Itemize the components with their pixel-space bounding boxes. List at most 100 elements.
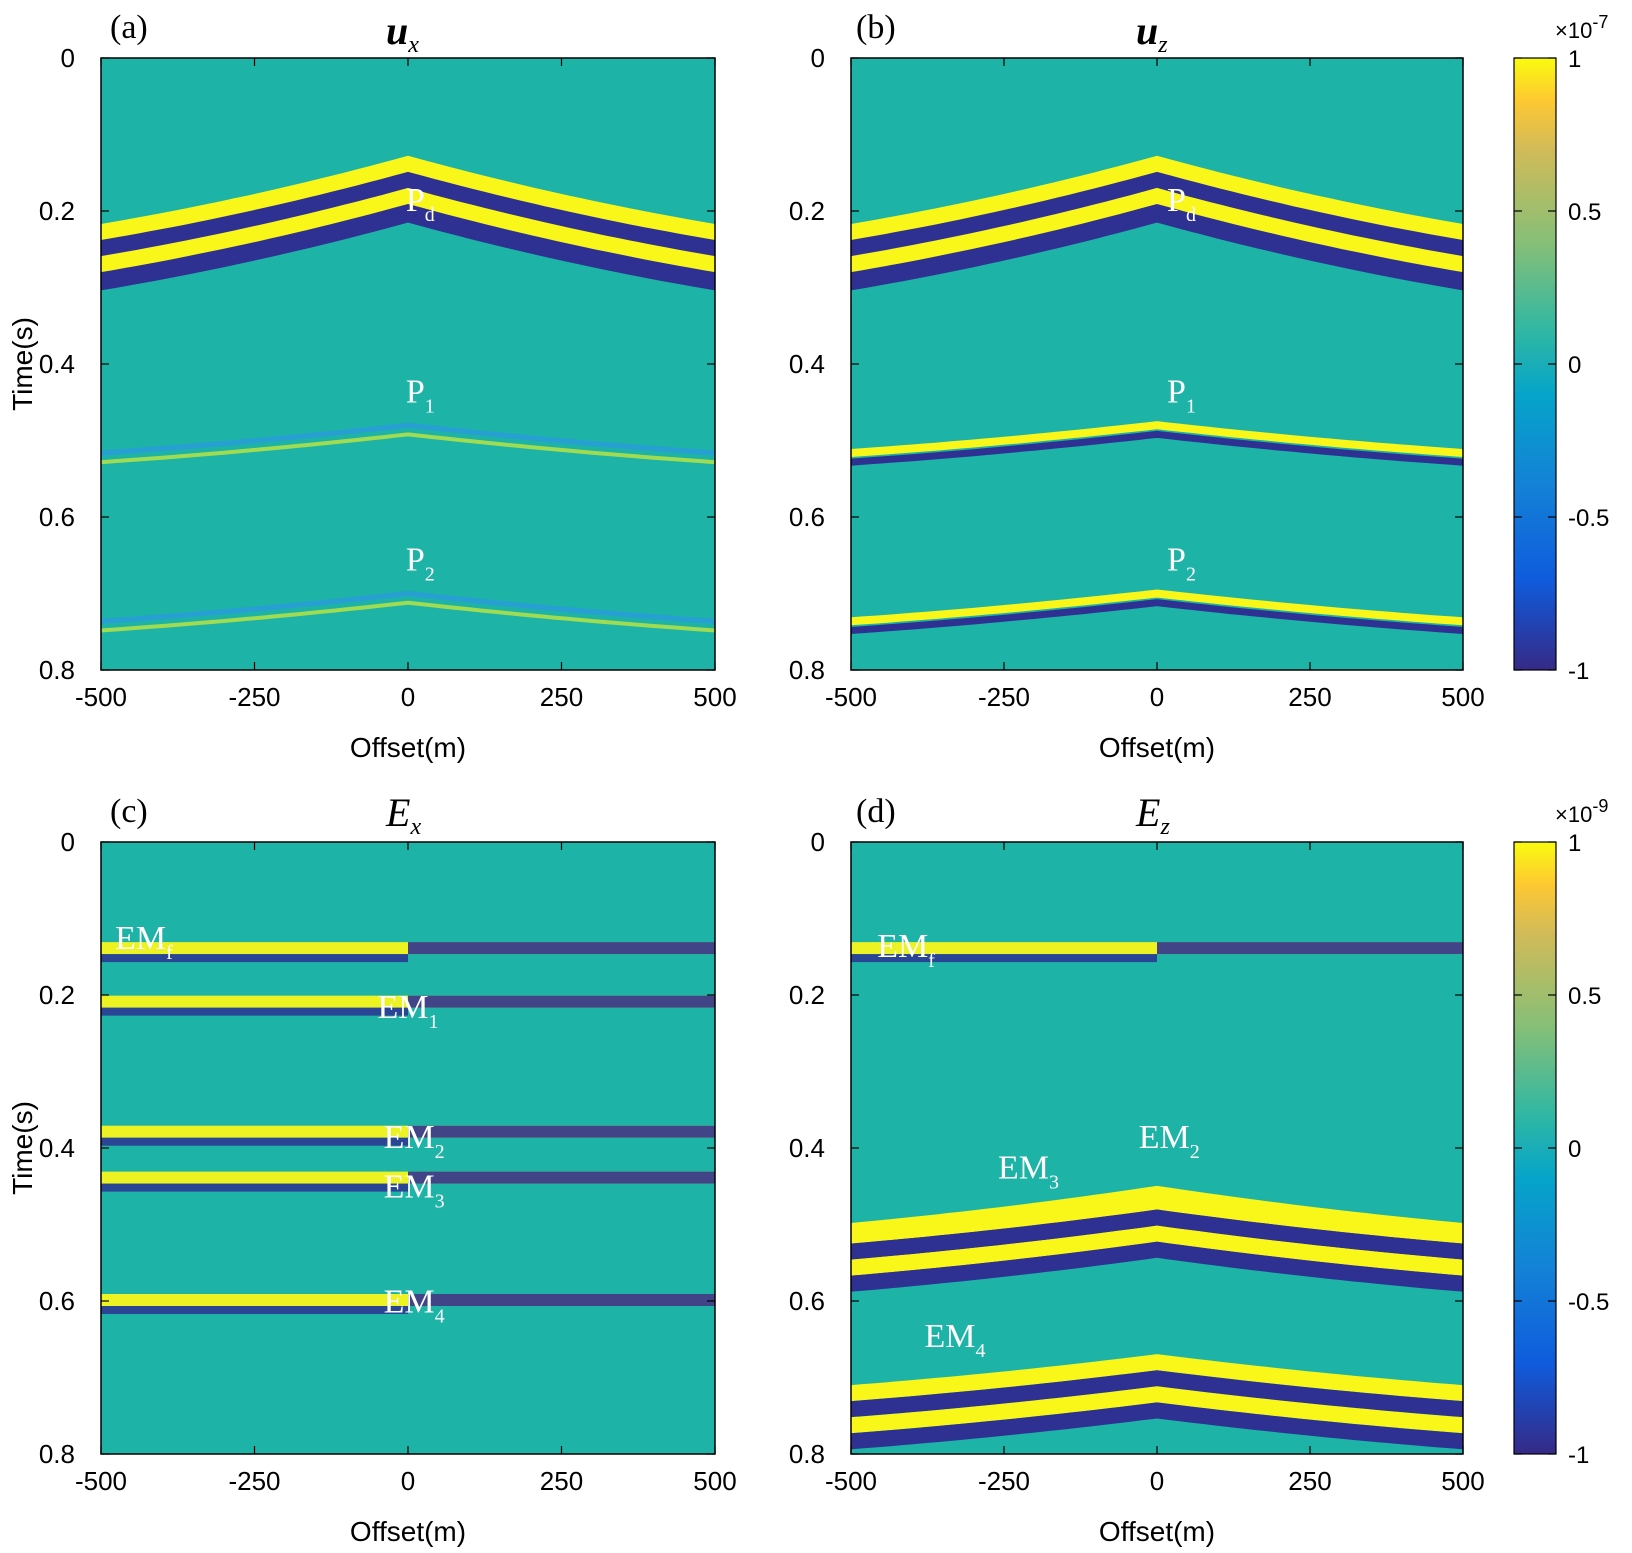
y-tick-label: 0.6 [39, 502, 75, 532]
event-wavefront-3 [851, 203, 1463, 291]
y-tick-label: 0.6 [789, 1286, 825, 1316]
x-tick-label: 250 [540, 682, 583, 712]
y-tick-label: 0.2 [789, 196, 825, 226]
x-tick-label: -500 [75, 682, 127, 712]
event-band-negative [408, 1294, 715, 1306]
panel-b-title: uz [1136, 8, 1168, 58]
event-wavefront-1 [851, 171, 1463, 259]
event-band-negative [408, 1125, 715, 1138]
colorbar-bottom: ×10-9 1 0.5 0 -0.5 -1 [1513, 796, 1609, 1469]
panel-b-plot [851, 58, 1463, 670]
y-tick-label: 0.8 [789, 655, 825, 685]
panel-a: (a) ux Pd P1 P2 -500 -250 0 250 500 0 0.2 0.4 0.6… [7, 8, 737, 763]
annotation-p-2: P2 [1167, 542, 1196, 586]
x-tick-label: -500 [825, 1466, 877, 1496]
panel-d-y-ticks: 0 0.2 0.4 0.6 0.8 [789, 827, 1463, 1469]
event-band-trail [101, 1007, 408, 1016]
event-wavefront-3 [851, 1402, 1463, 1450]
event-band-trail [851, 954, 1157, 963]
event-reflection-negative [101, 600, 715, 633]
event-p-2 [101, 590, 715, 633]
y-tick-label: 0.2 [39, 196, 75, 226]
event-reflection-negative [101, 432, 715, 465]
panel-d-events [851, 942, 1463, 1450]
y-tick-label: 0 [61, 43, 75, 73]
x-tick-label: 0 [1150, 682, 1164, 712]
annotation-p-d: Pd [406, 182, 435, 226]
colorbar-tick-label: -0.5 [1568, 505, 1609, 532]
event-wavefront-2 [851, 1386, 1463, 1434]
event-em-4 [851, 1354, 1463, 1450]
panel-d-label: (d) [856, 793, 896, 830]
panel-c-plot [101, 842, 715, 1454]
event-wavefront-1 [101, 171, 715, 259]
event-reflection-negative [851, 430, 1463, 466]
panel-a-ylabel: Time(s) [7, 317, 38, 411]
colorbar-tick-label: 0.5 [1568, 199, 1601, 226]
event-wavefront-3 [101, 203, 715, 291]
colorbar-bottom-exponent: ×10-9 [1555, 796, 1608, 827]
event-wavefront-3 [851, 1241, 1463, 1292]
y-tick-label: 0 [61, 827, 75, 857]
panel-a-events [101, 155, 715, 633]
event-reflection-positive [851, 589, 1463, 626]
colorbar-tick-label: 0 [1568, 352, 1581, 379]
x-tick-label: -250 [978, 1466, 1030, 1496]
x-tick-label: -250 [228, 1466, 280, 1496]
event-reflection-positive [101, 422, 715, 456]
x-tick-label: 0 [401, 682, 415, 712]
event-em-3 [101, 1171, 715, 1192]
colorbar-tick-label: -1 [1568, 1442, 1589, 1469]
event-wavefront-1 [851, 1370, 1463, 1418]
panel-a-y-ticks: 0 0.2 0.4 0.6 0.8 [39, 43, 715, 685]
panel-c-y-ticks: 0 0.2 0.4 0.6 0.8 [39, 827, 715, 1469]
annotation-em-3: EM3 [998, 1150, 1059, 1194]
panel-a-title: ux [386, 8, 419, 58]
colorbar-tick-label: -0.5 [1568, 1289, 1609, 1316]
annotation-em-4: EM4 [384, 1283, 445, 1327]
y-tick-label: 0.4 [789, 1133, 825, 1163]
panel-c-label: (c) [110, 793, 148, 830]
y-tick-label: 0.4 [789, 349, 825, 379]
panel-a-xlabel: Offset(m) [350, 732, 466, 763]
event-band-trail [101, 1183, 408, 1192]
event-band-negative [408, 995, 715, 1008]
annotation-p-d: Pd [1167, 182, 1196, 226]
event-wavefront-2 [101, 187, 715, 275]
event-em-3 [851, 1193, 1463, 1292]
event-band-trail [101, 1137, 408, 1146]
panel-c-events [101, 942, 715, 1314]
event-em-2 [101, 1125, 715, 1146]
event-reflection-negative [851, 599, 1463, 635]
y-tick-label: 0.6 [39, 1286, 75, 1316]
event-p-1 [851, 421, 1463, 466]
colorbar-tick-label: -1 [1568, 658, 1589, 685]
panel-c-xlabel: Offset(m) [350, 1516, 466, 1547]
colorbar-top-exponent: ×10-7 [1555, 12, 1608, 43]
panel-d-annotations: EMf EM2 EM3 EM4 [877, 928, 1199, 1362]
event-p-2 [851, 589, 1463, 635]
x-tick-label: -500 [75, 1466, 127, 1496]
event-em-4 [101, 1294, 715, 1314]
event-wavefront-0 [851, 155, 1463, 243]
panel-b-background [851, 58, 1463, 670]
panel-b: (b) uz Pd P1 P2 -500 -250 0 250 500 0 0.2 0.4 0.6… [789, 8, 1485, 763]
x-tick-label: -250 [228, 682, 280, 712]
panel-a-annotations: Pd P1 P2 [406, 182, 435, 586]
annotation-em-2: EM2 [1139, 1119, 1200, 1163]
panel-b-label: (b) [856, 9, 896, 46]
panel-c-ylabel: Time(s) [7, 1101, 38, 1195]
annotation-em-1: EM1 [378, 989, 439, 1033]
colorbar-tick-label: 1 [1568, 46, 1581, 73]
y-tick-label: 0.6 [789, 502, 825, 532]
x-tick-label: 250 [540, 1466, 583, 1496]
event-reflection-positive [101, 590, 715, 624]
annotation-em-4: EM4 [925, 1318, 986, 1362]
event-band-negative [408, 1171, 715, 1184]
panel-b-x-ticks: -500 -250 0 250 500 [825, 58, 1485, 712]
y-tick-label: 0.8 [39, 655, 75, 685]
event-band-trail [101, 954, 408, 963]
panel-a-label: (a) [110, 9, 148, 46]
event-em-1 [101, 995, 715, 1016]
